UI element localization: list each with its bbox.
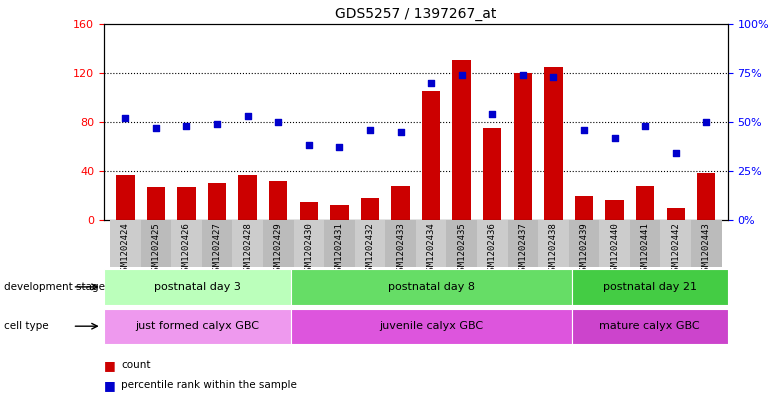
Text: development stage: development stage xyxy=(4,282,105,292)
Bar xyxy=(697,173,715,220)
Point xyxy=(547,73,560,80)
Text: GSM1202426: GSM1202426 xyxy=(182,222,191,276)
Bar xyxy=(141,220,171,267)
Text: GSM1202430: GSM1202430 xyxy=(304,222,313,276)
Bar xyxy=(571,309,728,344)
Bar xyxy=(483,128,501,220)
Text: postnatal day 8: postnatal day 8 xyxy=(388,282,475,292)
Text: juvenile calyx GBC: juvenile calyx GBC xyxy=(380,321,484,331)
Point xyxy=(333,144,346,151)
Text: GSM1202442: GSM1202442 xyxy=(671,222,680,276)
Text: just formed calyx GBC: just formed calyx GBC xyxy=(136,321,259,331)
Point xyxy=(149,125,162,131)
Text: GSM1202424: GSM1202424 xyxy=(121,222,130,276)
Point xyxy=(486,111,498,117)
Text: cell type: cell type xyxy=(4,321,49,331)
Bar xyxy=(477,220,507,267)
Bar xyxy=(538,220,569,267)
Bar xyxy=(104,269,291,305)
Bar xyxy=(171,220,202,267)
Bar xyxy=(667,208,685,220)
Point xyxy=(180,123,192,129)
Bar xyxy=(599,220,630,267)
Point xyxy=(608,134,621,141)
Bar xyxy=(605,200,624,220)
Point xyxy=(119,115,132,121)
Point xyxy=(517,72,529,78)
Text: GSM1202438: GSM1202438 xyxy=(549,222,558,276)
Bar xyxy=(208,183,226,220)
Bar xyxy=(116,174,135,220)
Text: GSM1202441: GSM1202441 xyxy=(641,222,650,276)
Bar xyxy=(110,220,141,267)
Text: mature calyx GBC: mature calyx GBC xyxy=(599,321,700,331)
Bar xyxy=(453,61,470,220)
Text: GSM1202428: GSM1202428 xyxy=(243,222,252,276)
Bar xyxy=(391,186,410,220)
Bar xyxy=(147,187,165,220)
Text: GSM1202425: GSM1202425 xyxy=(152,222,160,276)
Bar xyxy=(691,220,721,267)
Point xyxy=(394,129,407,135)
Bar xyxy=(630,220,661,267)
Bar xyxy=(104,309,291,344)
Bar xyxy=(636,186,654,220)
Bar xyxy=(291,309,571,344)
Title: GDS5257 / 1397267_at: GDS5257 / 1397267_at xyxy=(335,7,497,21)
Text: percentile rank within the sample: percentile rank within the sample xyxy=(121,380,296,390)
Bar xyxy=(291,269,571,305)
Point xyxy=(425,79,437,86)
Text: GSM1202429: GSM1202429 xyxy=(273,222,283,276)
Bar xyxy=(355,220,385,267)
Bar xyxy=(569,220,599,267)
Bar xyxy=(177,187,196,220)
Point xyxy=(670,150,682,156)
Point xyxy=(272,119,284,125)
Text: GSM1202432: GSM1202432 xyxy=(366,222,374,276)
Text: GSM1202437: GSM1202437 xyxy=(518,222,527,276)
Text: GSM1202431: GSM1202431 xyxy=(335,222,344,276)
Bar xyxy=(202,220,233,267)
Text: GSM1202434: GSM1202434 xyxy=(427,222,436,276)
Text: postnatal day 3: postnatal day 3 xyxy=(154,282,241,292)
Point xyxy=(211,121,223,127)
Point xyxy=(578,127,590,133)
Bar xyxy=(544,66,563,220)
Bar xyxy=(239,174,257,220)
Text: GSM1202439: GSM1202439 xyxy=(580,222,588,276)
Bar xyxy=(300,202,318,220)
Bar xyxy=(571,269,728,305)
Point xyxy=(303,142,315,149)
Text: GSM1202440: GSM1202440 xyxy=(610,222,619,276)
Bar xyxy=(330,205,349,220)
Point xyxy=(363,127,376,133)
Bar xyxy=(293,220,324,267)
Text: GSM1202427: GSM1202427 xyxy=(213,222,222,276)
Point xyxy=(639,123,651,129)
Bar xyxy=(447,220,477,267)
Bar xyxy=(361,198,379,220)
Bar xyxy=(422,91,440,220)
Bar xyxy=(661,220,691,267)
Bar xyxy=(416,220,447,267)
Text: GSM1202435: GSM1202435 xyxy=(457,222,466,276)
Text: count: count xyxy=(121,360,150,371)
Text: GSM1202443: GSM1202443 xyxy=(701,222,711,276)
Text: postnatal day 21: postnatal day 21 xyxy=(603,282,697,292)
Point xyxy=(456,72,468,78)
Point xyxy=(700,119,712,125)
Text: ■: ■ xyxy=(104,359,119,372)
Bar xyxy=(507,220,538,267)
Bar xyxy=(233,220,263,267)
Point xyxy=(242,113,254,119)
Bar xyxy=(514,73,532,220)
Bar xyxy=(324,220,355,267)
Bar xyxy=(269,181,287,220)
Text: GSM1202433: GSM1202433 xyxy=(396,222,405,276)
Bar xyxy=(263,220,293,267)
Text: GSM1202436: GSM1202436 xyxy=(487,222,497,276)
Text: ■: ■ xyxy=(104,378,119,392)
Bar xyxy=(574,195,593,220)
Bar xyxy=(385,220,416,267)
